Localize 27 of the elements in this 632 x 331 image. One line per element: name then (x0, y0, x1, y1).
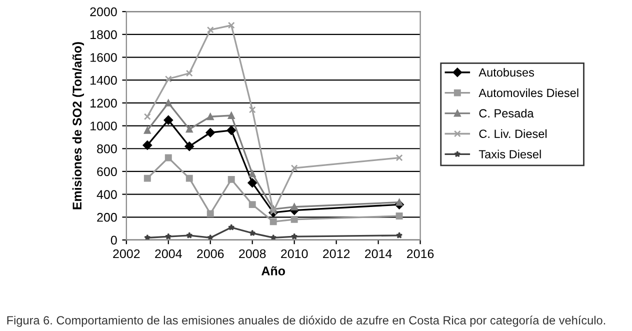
y-tick-label: 400 (96, 190, 117, 199)
x-tick-label: 2004 (155, 249, 182, 258)
legend-label: Taxis Diesel (478, 150, 541, 158)
x-tick-label: 2012 (323, 249, 350, 258)
y-tick-label: 1600 (90, 53, 117, 62)
text: Figura 6. Comportamiento de las emisiones anuales de dióxido de azufre en Costa Rica por categoría de vehículo. (7, 316, 606, 327)
y-tick-label: 0 (110, 236, 117, 245)
y-tick-label: 1800 (90, 30, 117, 40)
legend-label: Automoviles Diesel (478, 88, 578, 98)
y-tick-label: 1400 (90, 76, 117, 85)
x-tick-label: 2002 (113, 249, 140, 258)
x-tick-label: 2006 (197, 249, 224, 258)
y-tick-label: 800 (97, 144, 117, 154)
x-tick-label: 2016 (407, 249, 434, 258)
x-tick-label: 2008 (239, 249, 266, 258)
y-tick-label: 600 (97, 167, 117, 176)
x-axis-title: Año (262, 266, 285, 276)
y-tick-label: 1200 (90, 98, 117, 108)
legend-label: Autobuses (478, 68, 534, 77)
x-tick-label: 2014 (365, 249, 392, 258)
legend-label: C. Liv. Diesel (479, 129, 547, 138)
y-tick-label: 200 (97, 212, 117, 222)
x-tick-label: 2010 (281, 249, 308, 258)
y-tick-label: 1000 (90, 122, 117, 130)
y-axis-title: Emisiones de SO2 (Ton/año) (72, 42, 84, 210)
y-tick-label: 2000 (90, 7, 117, 16)
legend-label: C. Pesada (479, 108, 534, 118)
